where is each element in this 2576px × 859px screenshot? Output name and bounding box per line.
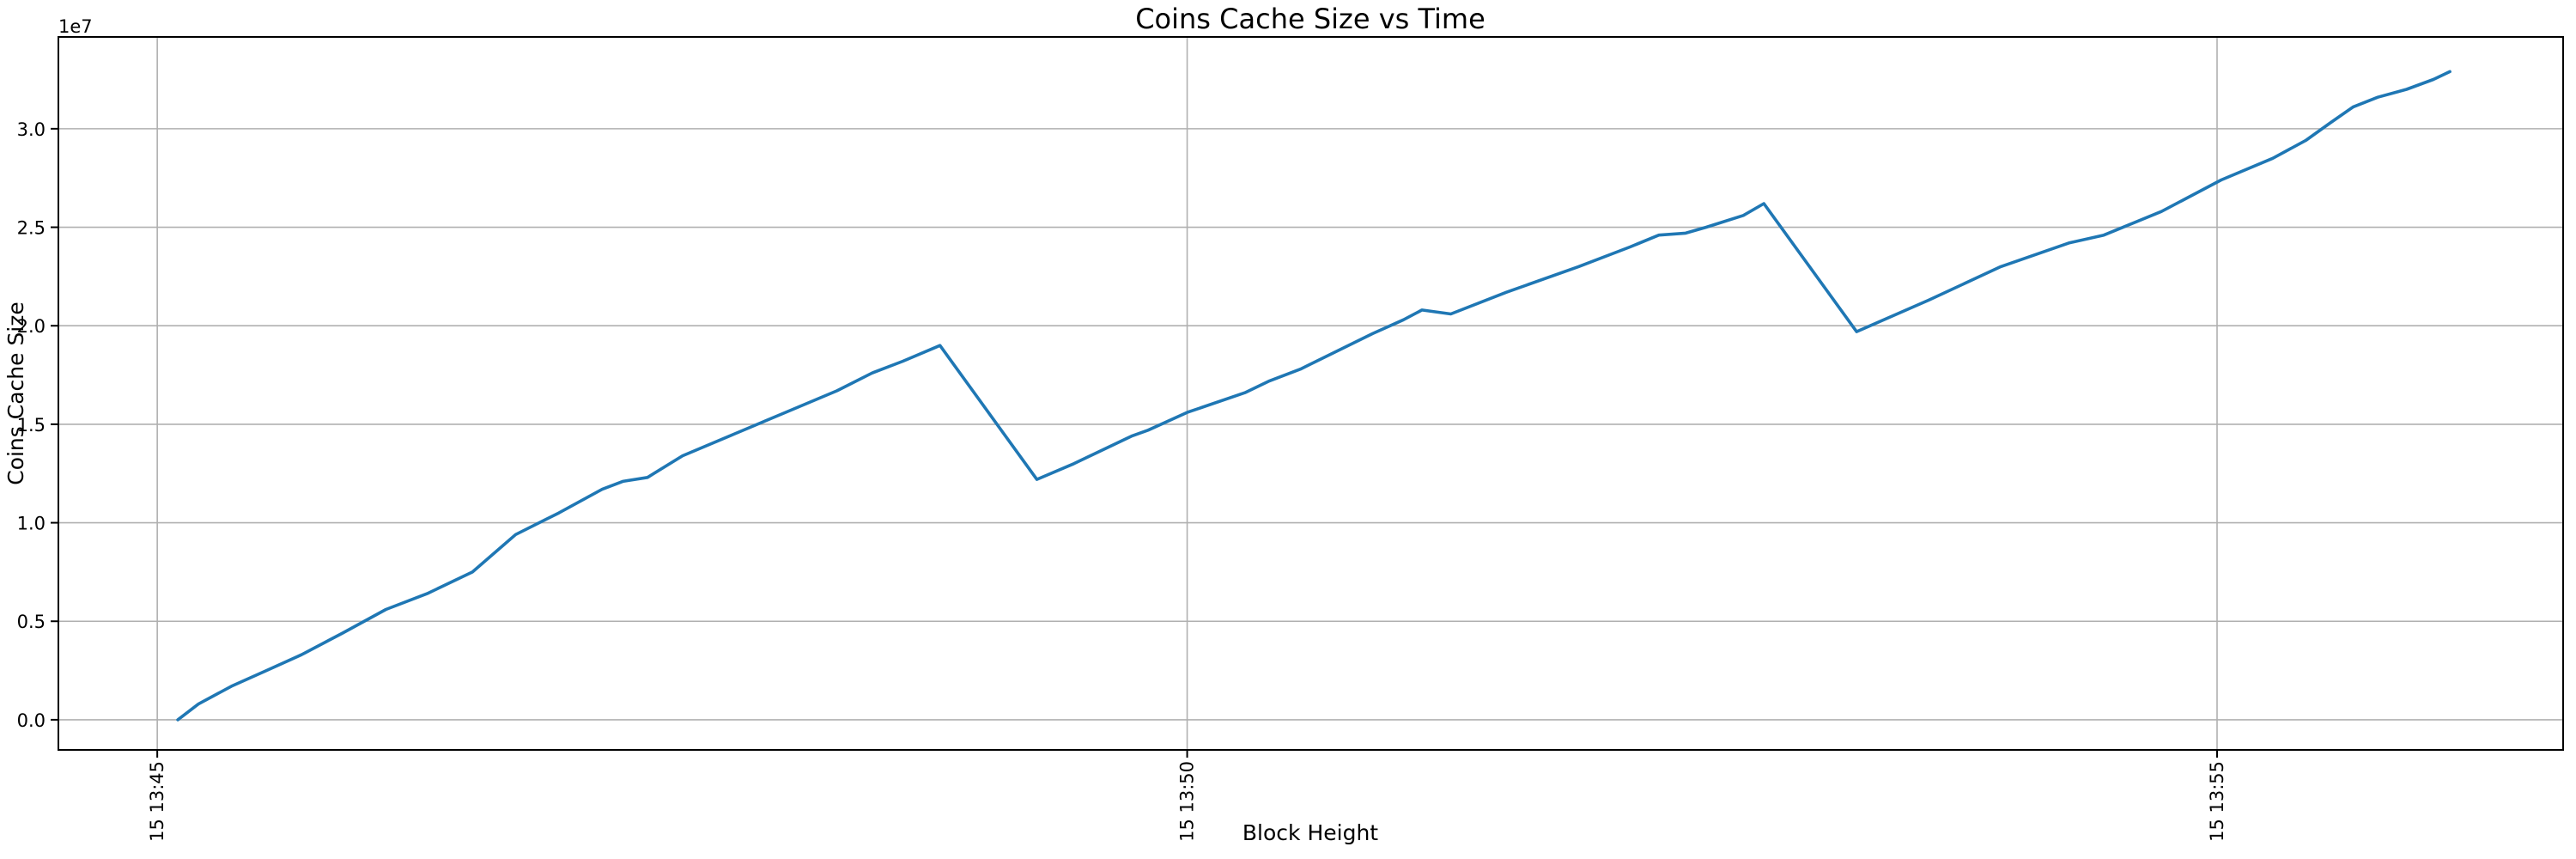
- y-tick-label: 2.5: [17, 218, 46, 239]
- y-tick-label: 0.0: [17, 710, 46, 731]
- tick-labels: 0.0 0.5 1.0 1.5 2.0 2.5 3.0 15 13:45 15 13:50 15 …: [17, 119, 2227, 842]
- x-tick-label: 15 13:45: [147, 761, 167, 842]
- x-axis-label: Block Height: [1242, 820, 1378, 845]
- y-tick-label: 0.5: [17, 612, 46, 632]
- y-tick-label: 2.0: [17, 316, 46, 337]
- chart-title: Coins Cache Size vs Time: [1135, 3, 1485, 35]
- y-tick-label: 1.0: [17, 514, 46, 534]
- y-axis-offset-label: 1e7: [58, 16, 93, 37]
- series-line-coins-cache-size: [176, 70, 2451, 722]
- y-tick-label: 1.5: [17, 415, 46, 436]
- x-tick-label: 15 13:50: [1177, 761, 1198, 842]
- y-axis-label: Coins Cache Size: [3, 302, 28, 485]
- y-tick-label: 3.0: [17, 119, 46, 140]
- gridlines: [58, 37, 2563, 750]
- series-layer: [176, 70, 2451, 722]
- plot-border: [58, 36, 2564, 751]
- axis-ticks: [51, 127, 2218, 758]
- x-tick-label: 15 13:55: [2207, 761, 2227, 842]
